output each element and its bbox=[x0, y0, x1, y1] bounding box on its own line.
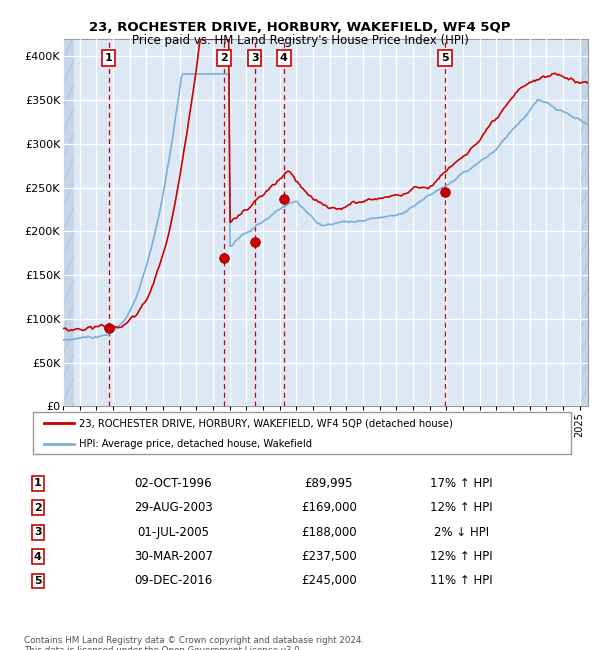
Text: £169,000: £169,000 bbox=[301, 501, 357, 514]
Text: 1: 1 bbox=[34, 478, 42, 488]
Text: £188,000: £188,000 bbox=[301, 526, 356, 539]
Text: 2% ↓ HPI: 2% ↓ HPI bbox=[434, 526, 489, 539]
Text: 12% ↑ HPI: 12% ↑ HPI bbox=[430, 550, 493, 563]
Text: 4: 4 bbox=[34, 551, 42, 562]
Text: 5: 5 bbox=[34, 576, 42, 586]
Text: 3: 3 bbox=[34, 527, 42, 537]
Text: 11% ↑ HPI: 11% ↑ HPI bbox=[430, 575, 493, 588]
Text: 29-AUG-2003: 29-AUG-2003 bbox=[134, 501, 212, 514]
Text: 23, ROCHESTER DRIVE, HORBURY, WAKEFIELD, WF4 5QP (detached house): 23, ROCHESTER DRIVE, HORBURY, WAKEFIELD,… bbox=[79, 418, 453, 428]
Text: Contains HM Land Registry data © Crown copyright and database right 2024.
This d: Contains HM Land Registry data © Crown c… bbox=[24, 636, 364, 650]
Text: 4: 4 bbox=[280, 53, 288, 63]
Text: £237,500: £237,500 bbox=[301, 550, 356, 563]
FancyBboxPatch shape bbox=[33, 411, 571, 454]
Text: 3: 3 bbox=[251, 53, 259, 63]
Text: HPI: Average price, detached house, Wakefield: HPI: Average price, detached house, Wake… bbox=[79, 439, 312, 449]
Text: £245,000: £245,000 bbox=[301, 575, 356, 588]
Text: 17% ↑ HPI: 17% ↑ HPI bbox=[430, 476, 493, 489]
Text: 12% ↑ HPI: 12% ↑ HPI bbox=[430, 501, 493, 514]
Text: 2: 2 bbox=[34, 502, 42, 513]
Bar bbox=[63, 39, 74, 406]
Text: 5: 5 bbox=[441, 53, 449, 63]
Text: 02-OCT-1996: 02-OCT-1996 bbox=[134, 476, 212, 489]
Text: Price paid vs. HM Land Registry's House Price Index (HPI): Price paid vs. HM Land Registry's House … bbox=[131, 34, 469, 47]
Text: 2: 2 bbox=[220, 53, 228, 63]
Text: 30-MAR-2007: 30-MAR-2007 bbox=[134, 550, 213, 563]
Text: 01-JUL-2005: 01-JUL-2005 bbox=[137, 526, 209, 539]
Text: 23, ROCHESTER DRIVE, HORBURY, WAKEFIELD, WF4 5QP: 23, ROCHESTER DRIVE, HORBURY, WAKEFIELD,… bbox=[89, 21, 511, 34]
Text: 1: 1 bbox=[105, 53, 113, 63]
Bar bbox=[581, 39, 588, 406]
Text: £89,995: £89,995 bbox=[305, 476, 353, 489]
Text: 09-DEC-2016: 09-DEC-2016 bbox=[134, 575, 212, 588]
